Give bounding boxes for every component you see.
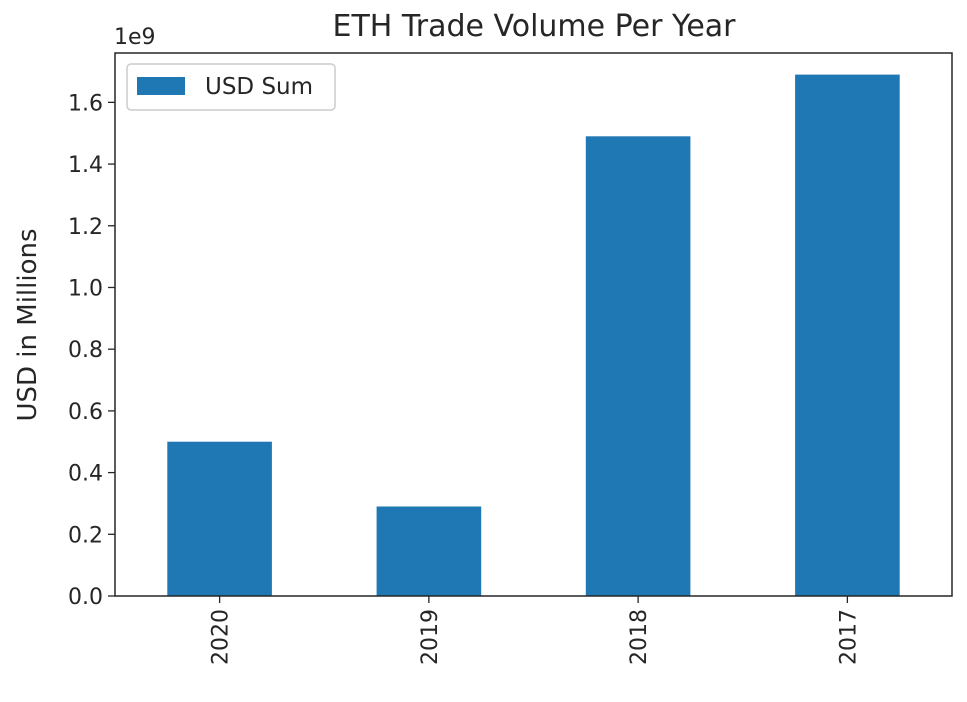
y-axis: 0.0 0.2 0.4 0.6 0.8 1.0 1.2 1.4 1.6 xyxy=(68,91,115,610)
x-tick-label: 2020 xyxy=(209,609,234,665)
bars-layer xyxy=(167,74,900,597)
y-tick-label: 1.0 xyxy=(68,276,103,301)
plot-frame xyxy=(114,52,953,597)
legend-swatch xyxy=(137,77,185,95)
x-tick-label: 2018 xyxy=(627,609,652,665)
x-axis: 2020 2019 2018 2017 xyxy=(209,596,861,665)
y-tick-label: 0.6 xyxy=(68,400,103,425)
y-tick-label: 0.0 xyxy=(68,585,103,610)
y-axis-label: USD in Millions xyxy=(13,228,43,421)
bar-2017 xyxy=(795,74,900,597)
legend-frame xyxy=(126,63,336,111)
x-tick-label: 2019 xyxy=(418,609,443,665)
bar-2018 xyxy=(585,136,691,597)
y-tick-label: 1.2 xyxy=(68,215,103,240)
chart-title: ETH Trade Volume Per Year xyxy=(332,9,736,44)
y-tick-label: 1.6 xyxy=(68,91,103,116)
legend-label: USD Sum xyxy=(205,74,313,100)
y-tick-label: 1.4 xyxy=(68,153,103,178)
y-tick-label: 0.8 xyxy=(68,338,103,363)
y-tick-label: 0.4 xyxy=(68,462,103,487)
bar-2019 xyxy=(376,506,482,596)
x-tick-label: 2017 xyxy=(836,609,861,665)
y-axis-offset-label: 1e9 xyxy=(114,25,156,50)
bar-2020 xyxy=(167,441,272,596)
legend: USD Sum xyxy=(126,63,336,111)
y-tick-label: 0.2 xyxy=(68,523,103,548)
